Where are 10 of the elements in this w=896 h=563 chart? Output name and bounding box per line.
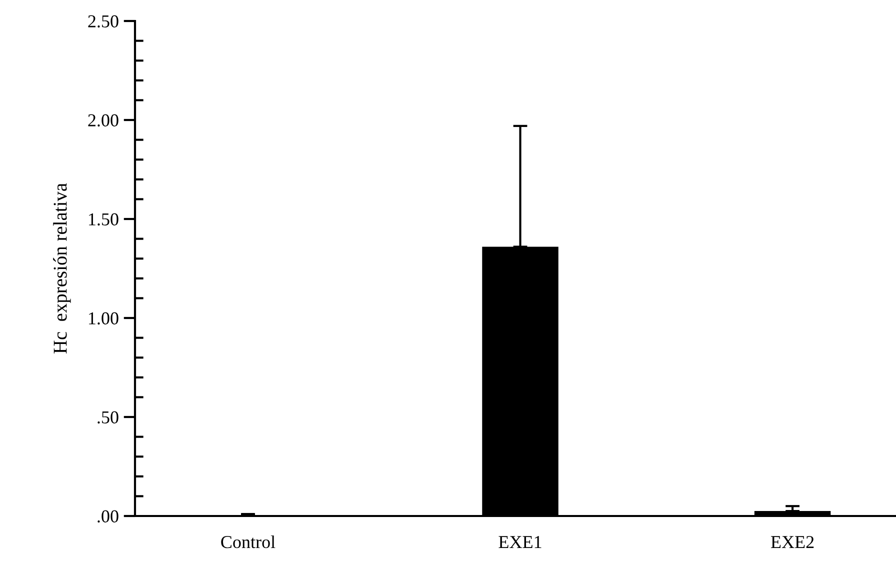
y-tick-label: .50 <box>98 411 118 424</box>
y-tick-label: 2.50 <box>88 15 118 28</box>
y-tick-label: 2.00 <box>88 114 118 127</box>
x-tick-label: Control <box>221 535 276 548</box>
y-axis-title: Hc expresión relativa <box>53 183 71 354</box>
x-tick-label: EXE1 <box>498 536 542 548</box>
y-tick-label: .00 <box>98 510 118 523</box>
y-tick-label: 1.00 <box>89 312 118 325</box>
x-tick-label: EXE2 <box>770 536 814 548</box>
y-tick-label: 1.50 <box>89 213 118 226</box>
